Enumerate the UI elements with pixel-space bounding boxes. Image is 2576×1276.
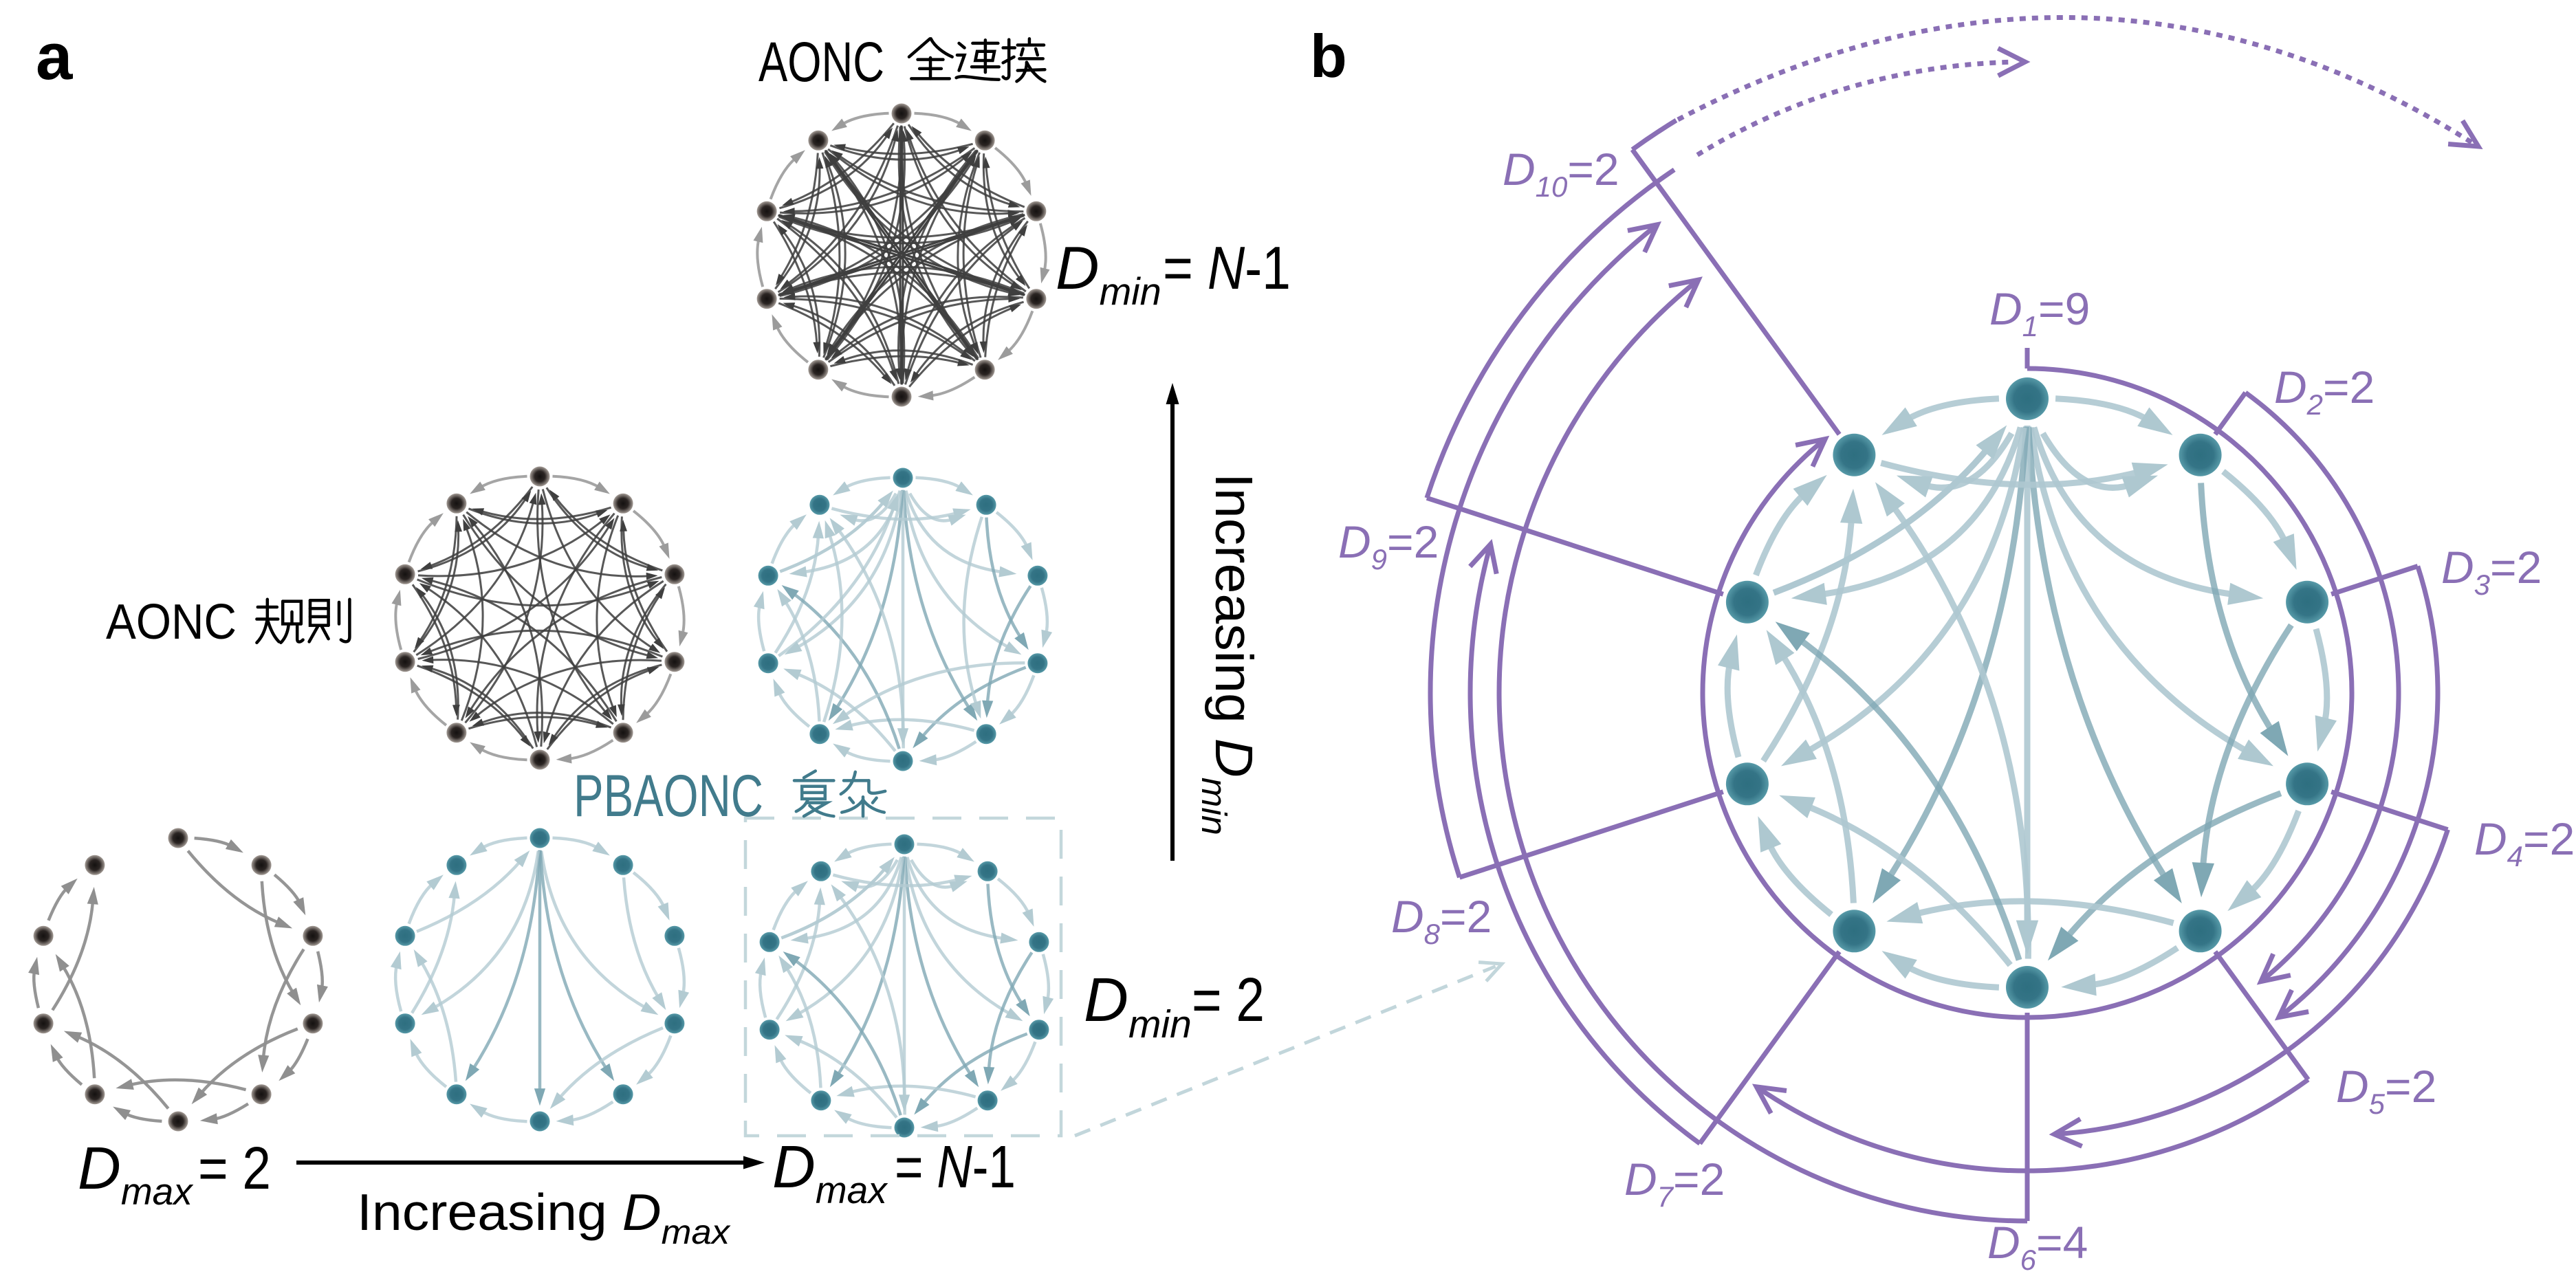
- svg-text:D4=2: D4=2: [2474, 813, 2575, 872]
- svg-text:D9=2: D9=2: [1338, 516, 1439, 575]
- svg-text:D7=2: D7=2: [1624, 1154, 1725, 1213]
- svg-text:a: a: [36, 20, 73, 94]
- svg-text:D5=2: D5=2: [2336, 1061, 2436, 1120]
- svg-text:= 2: = 2: [1192, 966, 1265, 1035]
- svg-text:Dmin: Dmin: [1056, 234, 1161, 313]
- svg-text:PBAONC: PBAONC: [574, 763, 763, 829]
- svg-text:D1=9: D1=9: [1989, 283, 2090, 342]
- svg-text:= 2: = 2: [198, 1135, 271, 1202]
- svg-text:= N-1: = N-1: [1163, 234, 1291, 302]
- svg-text:Dmax: Dmax: [78, 1135, 194, 1213]
- svg-text:D6=4: D6=4: [1987, 1217, 2088, 1273]
- svg-text:D8=2: D8=2: [1391, 891, 1492, 950]
- svg-text:AONC: AONC: [106, 595, 237, 650]
- svg-text:Increasing Dmin: Increasing Dmin: [1194, 473, 1263, 835]
- svg-text:D2=2: D2=2: [2274, 362, 2375, 421]
- svg-text:Dmax: Dmax: [772, 1134, 888, 1211]
- svg-text:b: b: [1310, 22, 1347, 90]
- svg-text:D10=2: D10=2: [1503, 144, 1619, 203]
- svg-text:AONC: AONC: [758, 31, 884, 94]
- svg-text:Dmin: Dmin: [1084, 966, 1192, 1046]
- svg-text:= N-1: = N-1: [895, 1134, 1016, 1200]
- svg-text:D3=2: D3=2: [2441, 542, 2542, 601]
